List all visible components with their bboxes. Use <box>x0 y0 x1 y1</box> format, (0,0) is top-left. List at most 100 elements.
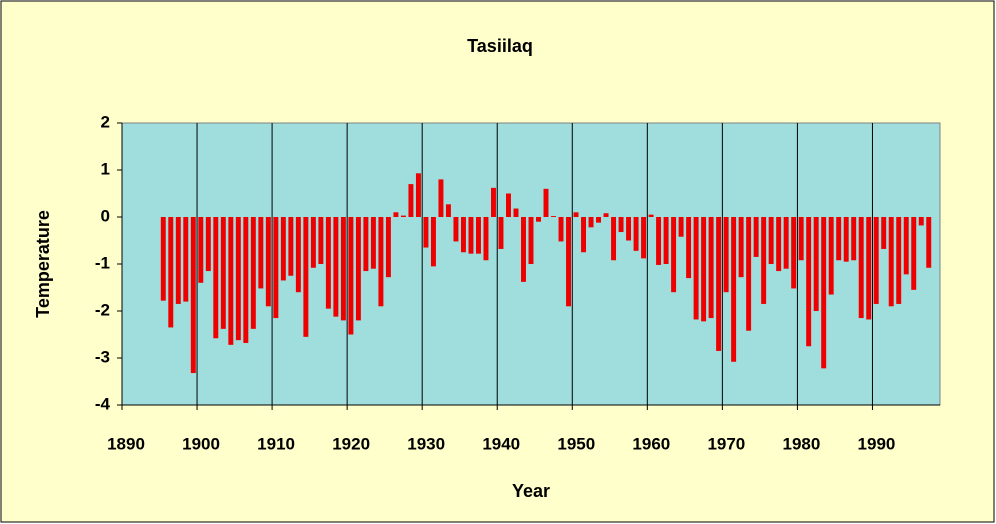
bar <box>423 217 429 248</box>
x-tick-label: 1950 <box>557 434 595 453</box>
chart-title: Tasiilaq <box>467 36 533 56</box>
bar <box>603 213 609 217</box>
y-tick-label: 2 <box>101 112 110 131</box>
bar <box>798 217 804 261</box>
bar <box>558 217 564 242</box>
bar <box>783 217 789 269</box>
bar <box>213 217 219 339</box>
bar <box>753 217 759 257</box>
bar <box>378 217 384 307</box>
bar <box>400 215 406 217</box>
bar <box>791 217 797 289</box>
bar <box>280 217 286 281</box>
bar <box>198 217 204 283</box>
bar <box>656 217 662 265</box>
bar <box>430 217 436 267</box>
bar <box>415 173 421 217</box>
x-tick-label: 1980 <box>782 434 820 453</box>
bar <box>918 217 924 226</box>
bar <box>843 217 849 262</box>
bar <box>851 217 857 261</box>
bar <box>881 217 887 249</box>
bar <box>813 217 819 311</box>
bar <box>536 217 541 222</box>
x-tick-label: 1970 <box>707 434 745 453</box>
bar <box>528 217 534 264</box>
bar <box>303 217 309 337</box>
bar <box>708 217 714 319</box>
bar <box>475 217 481 254</box>
bar <box>220 217 226 329</box>
x-axis-label: Year <box>512 481 550 501</box>
bar <box>888 217 894 307</box>
bar <box>160 217 166 301</box>
y-tick-label: -4 <box>95 394 111 413</box>
bar <box>926 217 932 268</box>
y-tick-label: -1 <box>95 253 110 272</box>
bar <box>858 217 864 319</box>
bar <box>348 217 354 335</box>
bar <box>581 217 587 253</box>
bar <box>235 217 241 341</box>
bar <box>258 217 264 289</box>
bar <box>333 217 339 317</box>
bar <box>716 217 722 351</box>
bar <box>776 217 782 272</box>
bar <box>551 216 556 217</box>
bar <box>318 217 324 264</box>
bar <box>325 217 331 309</box>
bar <box>363 217 369 272</box>
bar <box>340 217 346 321</box>
bar <box>836 217 842 261</box>
y-tick-label: 1 <box>101 159 110 178</box>
bar <box>513 208 519 217</box>
bar <box>596 217 602 223</box>
x-tick-label: 1940 <box>482 434 520 453</box>
bar <box>205 217 211 272</box>
bar <box>491 187 496 217</box>
bar <box>723 217 729 293</box>
x-tick-label: 1900 <box>182 434 220 453</box>
bar <box>806 217 812 347</box>
bar <box>566 217 571 307</box>
bar <box>483 217 489 261</box>
bar <box>168 217 174 328</box>
bar <box>543 188 549 217</box>
bar <box>896 217 902 304</box>
bar <box>273 217 279 319</box>
bar <box>641 217 647 259</box>
bar <box>633 217 639 251</box>
bar <box>746 217 752 331</box>
bar <box>460 217 466 253</box>
bar <box>498 217 504 249</box>
x-tick-label: 1890 <box>107 434 145 453</box>
y-tick-label: -2 <box>95 300 110 319</box>
bar <box>521 217 526 282</box>
bar <box>828 217 834 295</box>
x-tick-label: 1960 <box>632 434 670 453</box>
bar <box>468 217 474 254</box>
bar <box>393 212 399 217</box>
bar <box>761 217 767 304</box>
bar <box>866 217 872 320</box>
y-tick-label: 0 <box>101 206 110 225</box>
x-tick-label: 1930 <box>407 434 445 453</box>
bar <box>506 193 511 217</box>
bar <box>903 217 909 275</box>
x-tick-label: 1990 <box>858 434 896 453</box>
bar <box>588 217 594 228</box>
bar <box>183 217 189 302</box>
bar <box>438 179 444 217</box>
bar <box>686 217 692 279</box>
bar <box>873 217 879 304</box>
bar <box>768 217 774 264</box>
y-tick-label: -3 <box>95 347 110 366</box>
bar <box>693 217 699 320</box>
bar <box>821 217 827 369</box>
bar <box>385 217 391 278</box>
bar <box>671 217 677 293</box>
bar <box>295 217 301 293</box>
bar <box>355 217 361 321</box>
